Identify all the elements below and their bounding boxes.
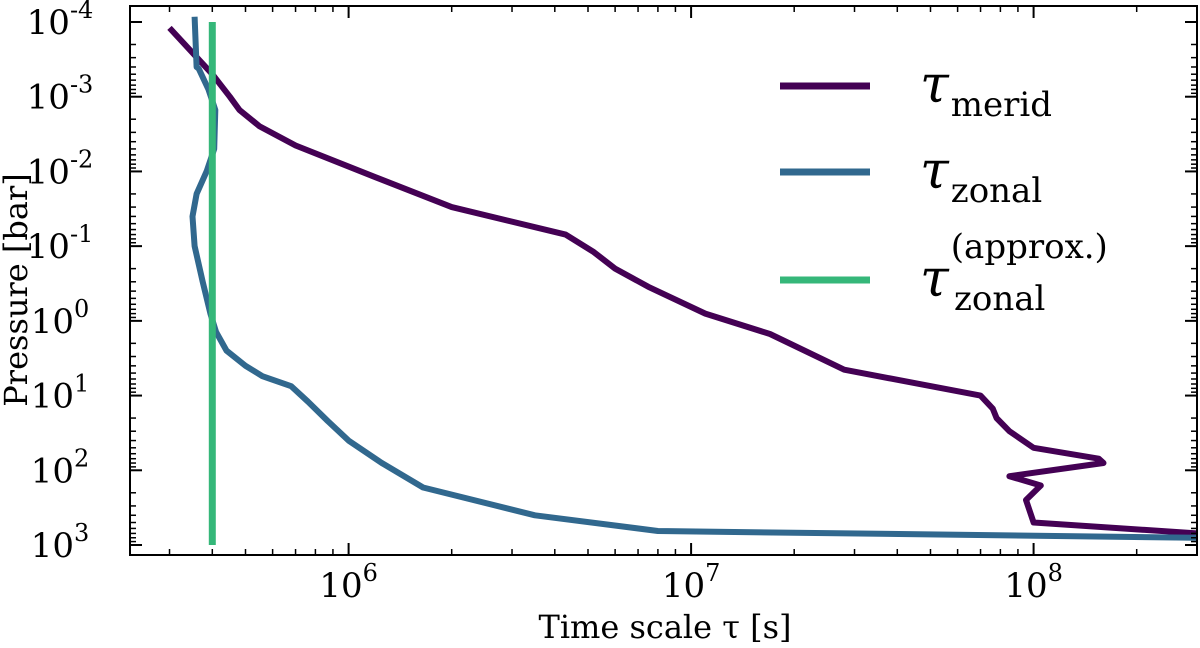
legend-subscript-3: zonal <box>954 279 1045 319</box>
y-tick-label: 10-3 <box>27 71 94 118</box>
plot-area <box>167 16 1197 545</box>
series-line-1 <box>167 25 1197 537</box>
y-tick-label: 102 <box>31 444 90 491</box>
y-tick-label: 103 <box>31 519 90 566</box>
y-tick-label: 101 <box>31 370 90 417</box>
legend-label-2: τzonal <box>920 141 1042 211</box>
y-tick-label: 100 <box>31 295 90 342</box>
legend-label-1: τmerid <box>920 55 1052 125</box>
legend: τmerid τzonal τ(approx.)zonal <box>780 55 1108 319</box>
y-tick-label: 10-2 <box>27 145 94 192</box>
legend-label-3: τ(approx.) <box>920 227 1108 309</box>
plot-border <box>129 5 1198 556</box>
axes-frame <box>129 5 1198 556</box>
y-tick-label: 10-1 <box>27 220 94 267</box>
x-axis-label: Time scale τ [s] <box>538 608 791 646</box>
y-tick-label: 10-4 <box>27 0 94 43</box>
y-axis-label: Pressure [bar] <box>0 173 35 406</box>
x-tick-label: 106 <box>319 559 378 606</box>
x-tick-label: 107 <box>662 559 721 606</box>
x-tick-label: 108 <box>1004 559 1063 606</box>
axis-ticks: 106 107 108 10-4 10-3 10-2 10-1 100 101 102 103 <box>27 0 1198 606</box>
